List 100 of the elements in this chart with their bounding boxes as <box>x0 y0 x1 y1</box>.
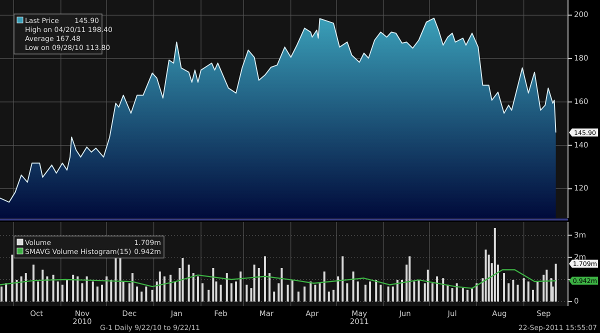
bar <box>318 283 321 302</box>
bar <box>291 280 294 302</box>
bar <box>140 292 143 302</box>
bar <box>182 258 184 302</box>
line-series <box>0 269 556 289</box>
bar <box>304 286 306 302</box>
bar <box>516 284 519 302</box>
bar <box>56 281 59 302</box>
bar <box>554 264 557 302</box>
bar <box>32 264 34 302</box>
bar <box>527 281 530 302</box>
bar <box>253 264 256 302</box>
bar <box>110 280 112 302</box>
bar <box>392 286 394 302</box>
bar <box>413 281 416 302</box>
bar <box>342 256 344 302</box>
bar <box>273 292 276 302</box>
bar <box>226 273 228 302</box>
bar <box>66 280 68 302</box>
bar <box>101 284 104 302</box>
bar <box>436 276 438 302</box>
bar <box>0 286 3 302</box>
bar <box>466 290 468 302</box>
bar <box>387 286 390 302</box>
bar <box>471 288 474 302</box>
bar <box>418 280 420 302</box>
bar <box>202 283 204 302</box>
bar <box>196 276 199 302</box>
bar <box>131 273 134 302</box>
bar <box>446 284 449 302</box>
bar <box>96 286 98 302</box>
bar <box>246 284 248 302</box>
bar <box>280 268 283 302</box>
bar <box>235 281 238 302</box>
bar <box>264 256 266 302</box>
bar <box>92 281 94 302</box>
bar <box>11 254 14 302</box>
bar <box>16 280 18 302</box>
bar <box>240 272 242 302</box>
bar <box>37 281 40 302</box>
bar <box>268 273 271 302</box>
bar <box>451 288 454 302</box>
bar <box>151 290 154 302</box>
bar <box>426 270 429 302</box>
bar <box>536 281 539 302</box>
bar <box>364 284 366 302</box>
bar <box>476 283 478 302</box>
bar <box>314 284 316 302</box>
bar <box>550 278 552 302</box>
bar <box>86 276 88 302</box>
bar <box>46 276 48 302</box>
bar <box>310 281 312 302</box>
bar <box>106 276 108 302</box>
bar <box>375 280 378 302</box>
bar <box>396 280 398 302</box>
bar <box>356 281 359 302</box>
bar <box>5 283 8 302</box>
bar <box>546 270 548 302</box>
bar <box>119 256 122 302</box>
bar <box>369 281 372 302</box>
bar <box>442 278 444 302</box>
bar <box>212 268 214 302</box>
bar <box>61 284 64 302</box>
bar <box>462 288 464 302</box>
bar <box>72 274 74 302</box>
bar <box>286 284 289 302</box>
bar <box>337 276 340 302</box>
bar <box>52 274 54 302</box>
bar <box>503 273 506 302</box>
bar <box>332 290 334 302</box>
bar <box>158 272 161 302</box>
bar <box>163 276 166 302</box>
bar <box>170 274 172 302</box>
bar <box>494 228 496 302</box>
bar <box>145 286 148 302</box>
bar <box>24 273 27 302</box>
bar <box>532 290 534 302</box>
bar <box>42 270 44 302</box>
bar <box>512 280 514 302</box>
bar <box>484 250 487 302</box>
bar <box>323 272 326 302</box>
bar <box>114 256 117 302</box>
bar <box>230 283 232 302</box>
bar <box>508 283 510 302</box>
bar <box>328 292 330 302</box>
bar <box>81 283 84 302</box>
bar <box>208 290 210 302</box>
bar <box>522 278 525 302</box>
bar <box>76 276 79 302</box>
bar <box>352 272 354 302</box>
bar <box>401 280 404 302</box>
bar <box>380 284 382 302</box>
bar <box>346 283 348 302</box>
bar <box>188 264 190 302</box>
bar <box>297 292 300 302</box>
bar <box>20 276 22 302</box>
bar <box>431 283 434 302</box>
bar <box>136 286 138 302</box>
bar <box>220 284 222 302</box>
bar <box>258 268 260 302</box>
